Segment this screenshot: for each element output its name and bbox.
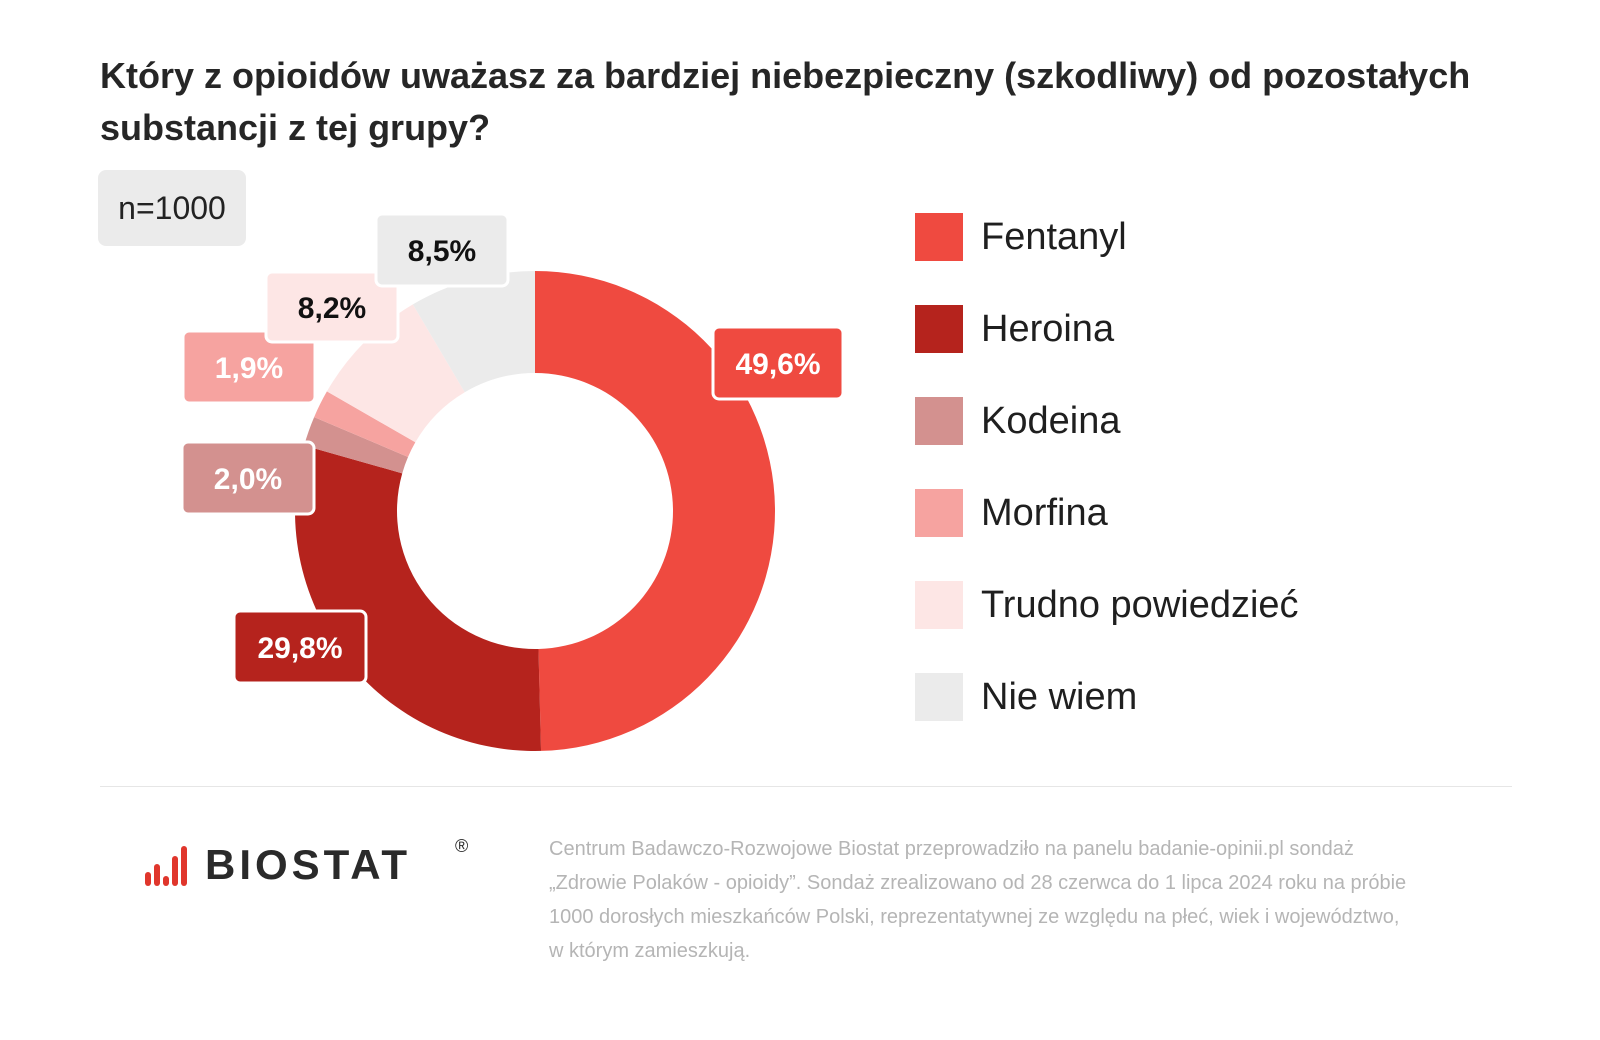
legend-swatch-morfina — [915, 489, 963, 537]
legend-label-heroina: Heroina — [981, 308, 1115, 350]
footnote-line-4: w którym zamieszkują. — [549, 940, 751, 962]
legend-item-fentanyl: Fentanyl — [915, 213, 1375, 261]
biostat-logo-bars-icon — [145, 844, 187, 886]
value-label-box-morfina — [181, 329, 317, 405]
value-label-heroina: 29,8% — [257, 632, 342, 665]
value-label-box-trudno-powiedziec — [264, 270, 400, 344]
value-label-box-kodeina — [180, 440, 316, 516]
value-label-kodeina: 2,0% — [214, 463, 282, 496]
donut-slice-morfina — [314, 391, 416, 457]
value-label-box-heroina — [232, 609, 368, 685]
legend-item-heroina: Heroina — [915, 305, 1375, 353]
biostat-logo: BIOSTAT ® — [145, 836, 485, 890]
legend-label-nie-wiem: Nie wiem — [981, 676, 1138, 718]
legend-item-kodeina: Kodeina — [915, 397, 1375, 445]
legend-swatch-kodeina — [915, 397, 963, 445]
legend-swatch-heroina — [915, 305, 963, 353]
donut-slice-heroina — [295, 445, 542, 751]
value-label-trudno-powiedziec: 8,2% — [298, 292, 366, 325]
value-label-box-nie-wiem — [374, 212, 510, 288]
value-label-morfina: 1,9% — [215, 352, 283, 385]
chart-title-line-1: Który z opioidów uważasz za bardziej nie… — [100, 55, 1471, 96]
methodology-footnote: Centrum Badawczo-Rozwojowe Biostat przep… — [549, 832, 1489, 968]
legend-item-nie-wiem: Nie wiem — [915, 673, 1375, 721]
legend-label-kodeina: Kodeina — [981, 400, 1121, 442]
sample-size-badge: n=1000 — [98, 170, 246, 246]
legend-label-trudno-powiedziec: Trudno powiedzieć — [981, 584, 1299, 626]
footer-divider — [100, 786, 1512, 787]
value-label-fentanyl: 49,6% — [735, 348, 820, 381]
legend-swatch-nie-wiem — [915, 673, 963, 721]
donut-slice-nie-wiem — [412, 271, 535, 393]
footnote-line-1: Centrum Badawczo-Rozwojowe Biostat przep… — [549, 838, 1354, 860]
value-label-nie-wiem: 8,5% — [408, 235, 476, 268]
donut-slice-kodeina — [304, 417, 409, 474]
value-label-box-fentanyl — [711, 325, 845, 401]
legend-swatch-fentanyl — [915, 213, 963, 261]
legend-item-morfina: Morfina — [915, 489, 1375, 537]
biostat-logo-wordmark: BIOSTAT — [205, 841, 412, 888]
chart-title-line-2: substancji z tej grupy? — [100, 107, 491, 148]
legend-label-morfina: Morfina — [981, 492, 1108, 534]
legend-label-fentanyl: Fentanyl — [981, 216, 1127, 258]
chart-title: Który z opioidów uważasz za bardziej nie… — [100, 50, 1500, 154]
registered-mark: ® — [455, 836, 469, 856]
footnote-line-2: „Zdrowie Polaków - opioidy”. Sondaż zrea… — [549, 872, 1407, 894]
footnote-line-3: 1000 dorosłych mieszkańców Polski, repre… — [549, 906, 1400, 928]
legend-swatch-trudno-powiedziec — [915, 581, 963, 629]
legend-item-trudno-powiedziec: Trudno powiedzieć — [915, 581, 1375, 629]
donut-slice-trudno-powiedziec — [326, 304, 465, 443]
